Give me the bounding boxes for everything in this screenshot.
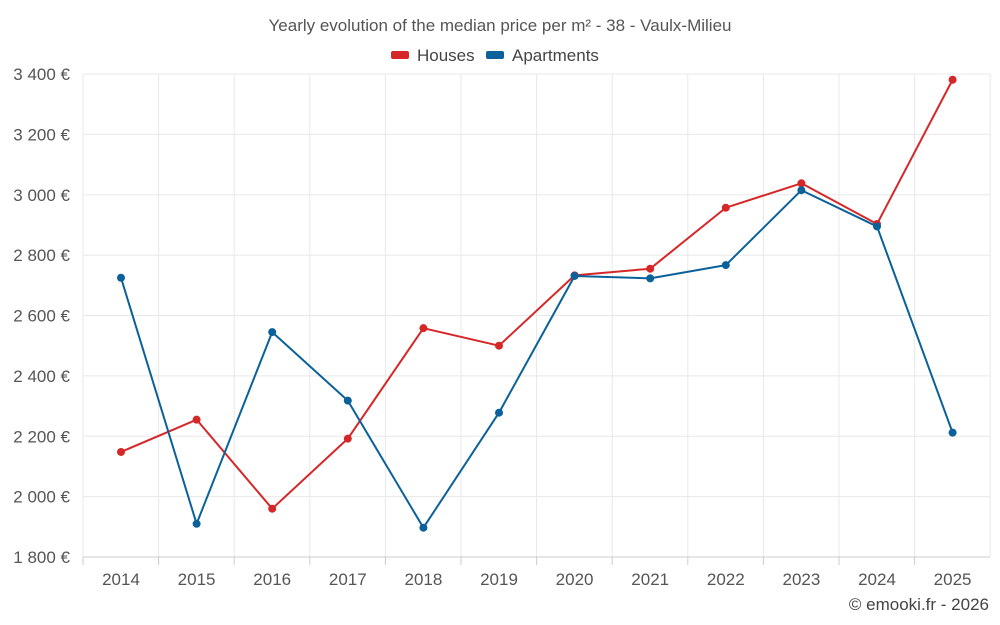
- x-axis: 2014 2015 2016 2017 2018 2019 2020 2021 2022 2023…: [82, 556, 990, 589]
- x-tick-label: 2024: [858, 570, 896, 589]
- series-houses: [117, 75, 957, 513]
- y-tick-label: 2 000 €: [13, 488, 70, 507]
- point-apartments-2014[interactable]: [117, 273, 125, 282]
- legend-swatch-houses: [391, 51, 409, 59]
- point-apartments-2016[interactable]: [268, 328, 277, 337]
- legend-label-houses[interactable]: Houses: [417, 46, 475, 65]
- y-tick-label: 1 800 €: [13, 548, 70, 567]
- point-apartments-2022[interactable]: [721, 261, 730, 270]
- x-tick-label: 2015: [178, 570, 216, 589]
- point-apartments-2021[interactable]: [646, 274, 655, 283]
- line-apartments: [120, 189, 954, 529]
- point-houses-2014[interactable]: [117, 447, 125, 456]
- legend: Houses Apartments: [391, 46, 599, 65]
- x-tick-label: 2022: [707, 570, 745, 589]
- point-houses-2019[interactable]: [495, 341, 503, 350]
- point-houses-2023[interactable]: [797, 179, 806, 188]
- point-houses-2015[interactable]: [192, 415, 201, 424]
- x-tick-label: 2019: [480, 570, 518, 589]
- x-tick-label: 2014: [102, 570, 140, 589]
- x-tick-label: 2021: [631, 570, 669, 589]
- y-tick-label: 3 200 €: [13, 125, 70, 144]
- point-apartments-2015[interactable]: [192, 519, 201, 528]
- series-apartments: [117, 186, 957, 532]
- x-tick-label: 2020: [556, 570, 594, 589]
- y-tick-label: 2 600 €: [13, 307, 70, 326]
- y-axis: 1 800 € 2 000 € 2 200 € 2 400 € 2 600 € 2 800…: [13, 65, 70, 567]
- point-apartments-2017[interactable]: [343, 396, 352, 405]
- point-apartments-2019[interactable]: [495, 408, 503, 417]
- y-tick-label: 2 200 €: [13, 427, 70, 446]
- y-tick-label: 3 000 €: [13, 186, 70, 205]
- point-houses-2018[interactable]: [419, 324, 428, 333]
- series: [117, 75, 957, 532]
- credit-text: © emooki.fr - 2026: [849, 595, 989, 614]
- x-tick-label: 2025: [934, 570, 972, 589]
- x-tick-label: 2023: [782, 570, 820, 589]
- x-tick-label: 2017: [329, 570, 367, 589]
- x-tick-label: 2016: [253, 570, 291, 589]
- point-apartments-2023[interactable]: [797, 186, 806, 195]
- y-tick-label: 2 400 €: [13, 367, 70, 386]
- point-apartments-2025[interactable]: [948, 428, 957, 437]
- point-houses-2021[interactable]: [646, 264, 655, 273]
- x-tick-label: 2018: [404, 570, 442, 589]
- grid-lines: [82, 73, 991, 557]
- legend-swatch-apartments: [486, 51, 504, 59]
- point-apartments-2024[interactable]: [873, 222, 881, 231]
- y-tick-label: 3 400 €: [13, 65, 70, 84]
- point-houses-2025[interactable]: [948, 75, 957, 84]
- point-apartments-2018[interactable]: [419, 523, 428, 532]
- point-houses-2016[interactable]: [268, 504, 277, 513]
- chart-title: Yearly evolution of the median price per…: [269, 16, 732, 35]
- y-tick-label: 2 800 €: [13, 246, 70, 265]
- point-houses-2017[interactable]: [343, 434, 352, 443]
- legend-label-apartments[interactable]: Apartments: [512, 46, 599, 65]
- point-houses-2022[interactable]: [721, 203, 730, 212]
- line-houses: [120, 79, 954, 510]
- point-apartments-2020[interactable]: [570, 271, 579, 280]
